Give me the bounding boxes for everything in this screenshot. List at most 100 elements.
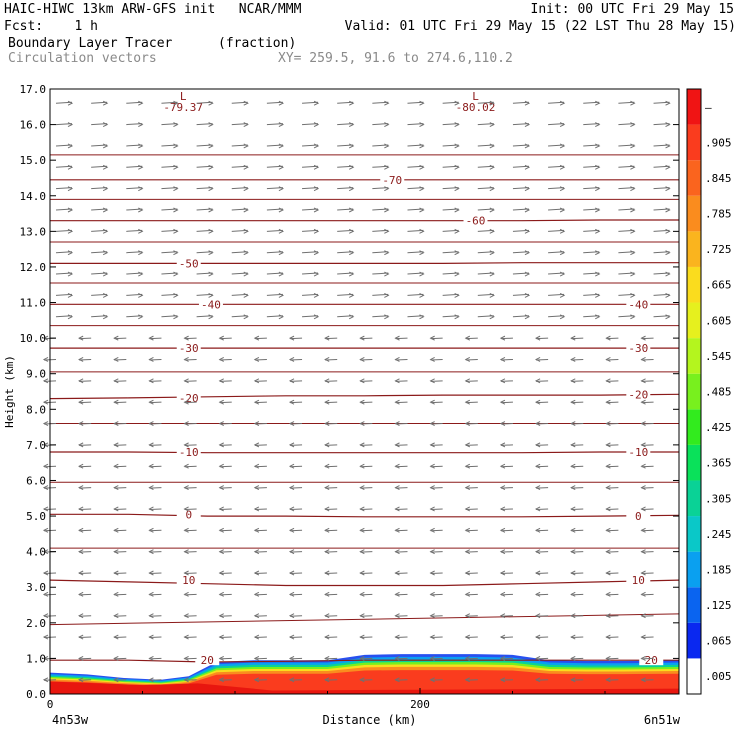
contour-label-bg-14 <box>463 214 488 226</box>
circulation-vector <box>499 591 513 597</box>
circulation-vector <box>183 655 197 661</box>
circulation-vector <box>78 506 92 512</box>
circulation-vector <box>512 100 531 106</box>
contour-label-bg-11 <box>198 298 223 310</box>
circulation-vector <box>302 207 320 213</box>
circulation-vector <box>253 442 267 448</box>
colorbar-label: .125 <box>705 599 732 612</box>
circulation-vector <box>499 527 513 533</box>
circulation-vector <box>196 271 214 277</box>
circulation-vector <box>161 292 179 298</box>
circulation-vector <box>113 399 127 405</box>
header-valid: Valid: 01 UTC Fri 29 May 15 (22 LST Thu … <box>344 19 736 34</box>
circulation-vector <box>288 335 303 341</box>
circulation-vector <box>548 207 566 213</box>
circulation-vector <box>218 335 232 341</box>
circulation-vector <box>231 186 249 192</box>
circulation-vector <box>442 122 460 128</box>
circulation-vector <box>464 570 478 576</box>
circulation-vector <box>266 250 285 256</box>
circulation-vector <box>583 143 601 149</box>
circulation-vector <box>429 527 443 533</box>
circulation-vector <box>605 442 619 448</box>
endpoint-right: 6n51w <box>644 713 681 727</box>
circulation-vector <box>499 549 513 555</box>
circulation-vector <box>499 357 513 362</box>
circulation-vector <box>324 485 338 491</box>
circulation-vector <box>442 271 460 277</box>
circulation-vector <box>148 399 162 405</box>
circulation-vector <box>78 655 92 661</box>
contour--10 <box>50 451 679 454</box>
circulation-vector <box>196 207 214 213</box>
contour-10 <box>49 579 680 587</box>
circulation-vector <box>640 506 654 512</box>
circulation-vector <box>253 506 267 512</box>
circulation-vector <box>429 399 443 405</box>
circulation-vector <box>429 677 443 683</box>
circulation-vector <box>266 207 285 213</box>
circulation-vector <box>618 228 636 234</box>
circulation-vector <box>78 549 92 555</box>
circulation-vector <box>605 378 619 384</box>
circulation-vector <box>394 463 408 469</box>
contour-label-3: 0 <box>185 508 192 521</box>
circulation-vector <box>534 570 549 576</box>
circulation-vector <box>477 250 495 256</box>
circulation-vector <box>231 314 249 320</box>
circulation-vector <box>548 164 566 170</box>
circulation-vector <box>231 100 249 106</box>
y-tick-label: 10.0 <box>20 332 47 345</box>
contour-label-12: -40 <box>628 298 648 311</box>
circulation-vector <box>148 506 162 512</box>
circulation-vector <box>429 485 443 491</box>
y-tick-label: 1.0 <box>26 652 46 665</box>
circulation-vector <box>583 292 601 298</box>
circulation-vector <box>288 613 303 619</box>
circulation-vector <box>394 485 408 491</box>
circulation-vector <box>266 122 285 128</box>
circulation-vector <box>442 228 460 234</box>
circulation-vector <box>605 634 619 640</box>
circulation-vector <box>372 292 390 298</box>
circulation-vector <box>534 463 549 469</box>
circulation-vector <box>372 164 390 170</box>
circulation-vector <box>499 399 513 405</box>
circulation-vector <box>477 292 495 298</box>
circulation-vector <box>499 378 513 384</box>
circulation-vector <box>231 143 249 149</box>
endpoint-left: 4n53w <box>52 713 89 727</box>
contour-label-11: -40 <box>201 298 221 311</box>
circulation-vector <box>183 399 197 405</box>
circulation-vector <box>477 164 495 170</box>
circulation-vector <box>91 228 109 234</box>
circulation-vector <box>218 549 232 555</box>
circulation-vector <box>640 570 654 576</box>
circulation-vector <box>618 271 636 277</box>
circulation-vector <box>429 591 443 597</box>
circulation-vector <box>218 485 232 491</box>
circulation-vector <box>618 164 636 170</box>
circulation-vector <box>231 292 249 298</box>
circulation-vector <box>253 591 267 597</box>
circulation-vector <box>499 463 513 469</box>
circulation-vector <box>512 271 531 277</box>
circulation-vector <box>477 186 495 192</box>
circulation-vector <box>196 122 214 128</box>
circulation-vector <box>359 655 373 661</box>
circulation-vector <box>148 442 162 448</box>
colorbar-cell <box>687 516 701 552</box>
circulation-vector <box>78 378 92 384</box>
circulation-vector <box>288 591 303 597</box>
contour-label-0: 20 <box>201 654 214 667</box>
circulation-vector <box>534 591 549 597</box>
circulation-vector <box>407 271 425 277</box>
circulation-vector <box>464 421 478 426</box>
circulation-vector <box>231 122 249 128</box>
circulation-vector <box>640 399 654 405</box>
circulation-vector <box>583 271 601 277</box>
circulation-vector <box>442 164 460 170</box>
circulation-vector <box>499 570 513 576</box>
circulation-vector <box>394 506 408 512</box>
colorbar-label: – <box>705 101 712 114</box>
